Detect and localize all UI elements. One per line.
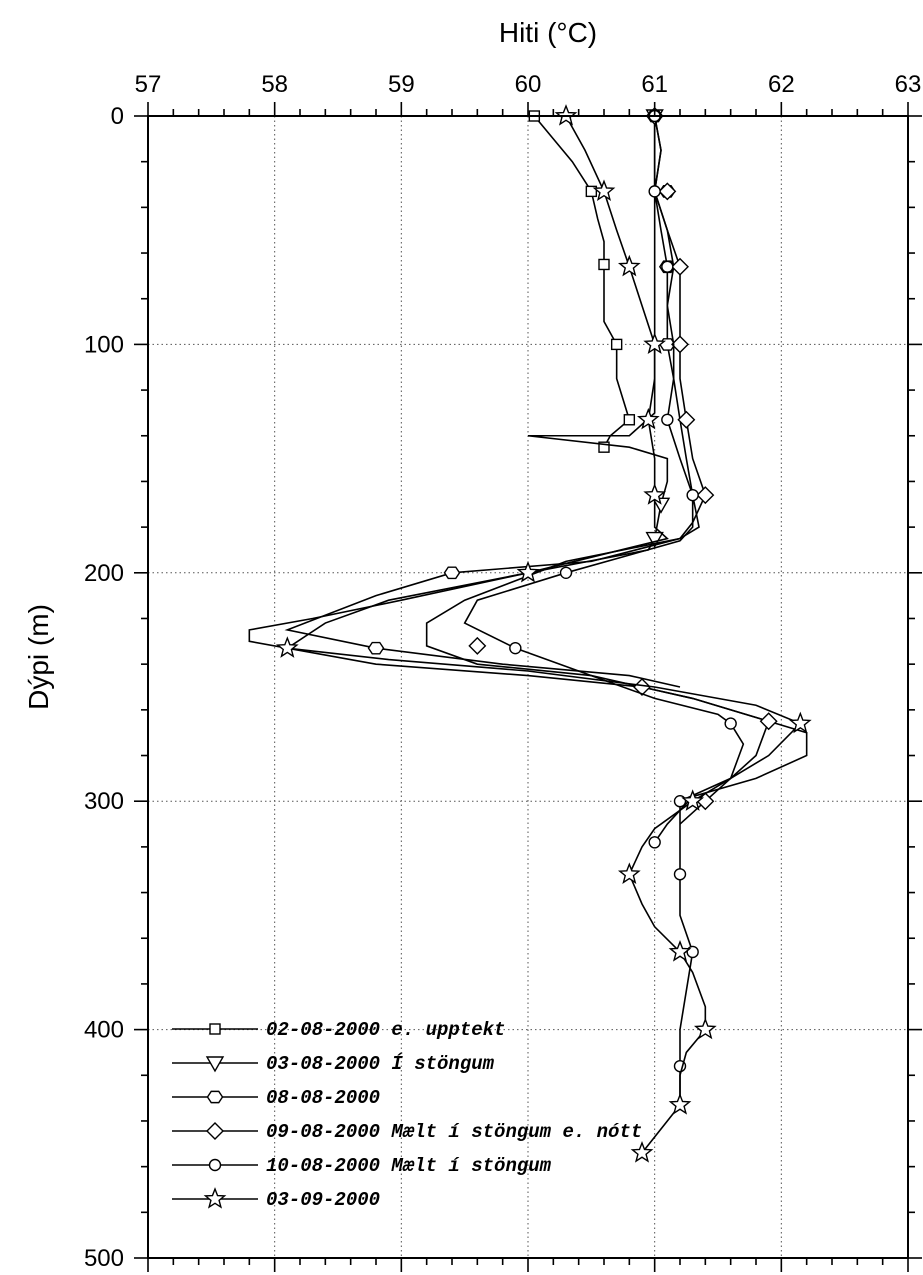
data-point-diamond [759,712,778,731]
legend-label: 10-08-2000 Mælt í stöngum [266,1155,552,1177]
y-tick-label: 400 [84,1017,124,1044]
data-point-star [681,789,705,811]
data-point-star [617,862,641,884]
legend-label: 03-09-2000 [266,1189,380,1211]
data-point-diamond [677,410,696,429]
legend-marker-hexagon [206,1090,224,1104]
data-point-triangle-down [645,531,664,548]
series-3 [284,109,700,688]
y-axis-title: Dýpi (m) [23,604,54,710]
legend-marker-circle [208,1158,222,1172]
data-point-diamond [671,257,689,276]
data-point-star [788,711,812,734]
data-point-circle [724,717,737,730]
series-5 [463,109,745,1105]
x-tick-label: 60 [515,71,542,98]
legend-marker-square [209,1023,221,1035]
data-point-star [617,254,641,277]
data-point-star [516,560,540,583]
legend-entry: 02-08-2000 e. upptekt [172,1019,505,1041]
legend-entry: 03-09-2000 [172,1187,380,1211]
legend-marker-star [203,1187,227,1209]
data-point-square [623,414,636,426]
data-point-circle [673,795,687,808]
data-point-star [668,1093,692,1115]
data-point-square [598,441,610,453]
series-layer [248,104,812,1163]
data-point-circle [509,641,522,655]
data-point-circle [648,836,661,849]
series-line [284,116,700,688]
series-6 [275,104,812,1163]
data-point-triangle-down [651,497,671,514]
data-point-star [636,407,660,430]
data-point-diamond [468,636,487,655]
legend-entry: 03-08-2000 Í stöngum [172,1053,495,1075]
data-point-diamond [671,335,689,354]
y-tick-label: 300 [84,788,124,815]
data-point-circle [673,868,687,881]
data-point-square [598,258,610,271]
y-tick-label: 0 [111,103,124,130]
x-tick-label: 57 [135,71,162,98]
data-point-diamond [696,486,715,505]
data-point-star [275,636,299,658]
data-point-hexagon [443,566,461,580]
data-point-circle [686,945,699,959]
x-tick-label: 63 [895,71,922,98]
data-point-star [592,179,616,202]
axes-layer: 57 58 59 60 61 62 63 0 100 200 300 400 500 Hiti (°C) D… [23,17,922,1272]
legend-label: 08-08-2000 [266,1087,380,1109]
legend-entry: 09-08-2000 Mælt í stöngum e. nótt [172,1121,642,1143]
data-point-diamond [658,182,677,201]
data-point-circle [648,185,661,198]
x-axis-title: Hiti (°C) [499,17,597,48]
legend-entry: 08-08-2000 [172,1087,380,1109]
series-line [425,115,770,825]
data-point-square [585,185,598,198]
y-tick-label: 100 [84,331,124,358]
legend-marker-triangle-down [205,1056,225,1073]
legend-entry: 10-08-2000 Mælt í stöngum [172,1155,552,1177]
data-point-star [630,1141,654,1163]
series-1 [528,110,636,453]
series-line [285,115,802,1154]
legend-label: 03-08-2000 Í stöngum [266,1053,495,1075]
series-4 [425,107,778,825]
data-point-star [668,940,692,962]
data-point-star [643,332,667,355]
legend-label: 09-08-2000 Mælt í stöngum e. nótt [266,1121,642,1143]
data-point-circle [686,488,699,502]
series-line [533,115,631,448]
x-tick-label: 59 [388,71,415,98]
data-point-star [643,483,667,505]
data-point-circle [559,566,573,579]
data-point-circle [661,260,674,273]
series-line [248,116,808,843]
x-tick-label: 62 [768,71,795,98]
data-point-circle [661,413,674,426]
data-point-star [693,1017,717,1040]
y-tick-label: 500 [84,1245,124,1272]
data-point-hexagon [367,641,385,655]
x-tick-label: 58 [261,71,288,98]
legend-label: 02-08-2000 e. upptekt [266,1019,505,1041]
legend-marker-diamond [206,1122,224,1140]
grid-layer [148,116,908,1258]
y-tick-label: 200 [84,560,124,587]
legend-layer: 02-08-2000 e. upptekt 03-08-2000 Í stöngu… [172,1019,642,1211]
x-tick-label: 61 [641,71,668,98]
data-point-square [610,338,623,351]
